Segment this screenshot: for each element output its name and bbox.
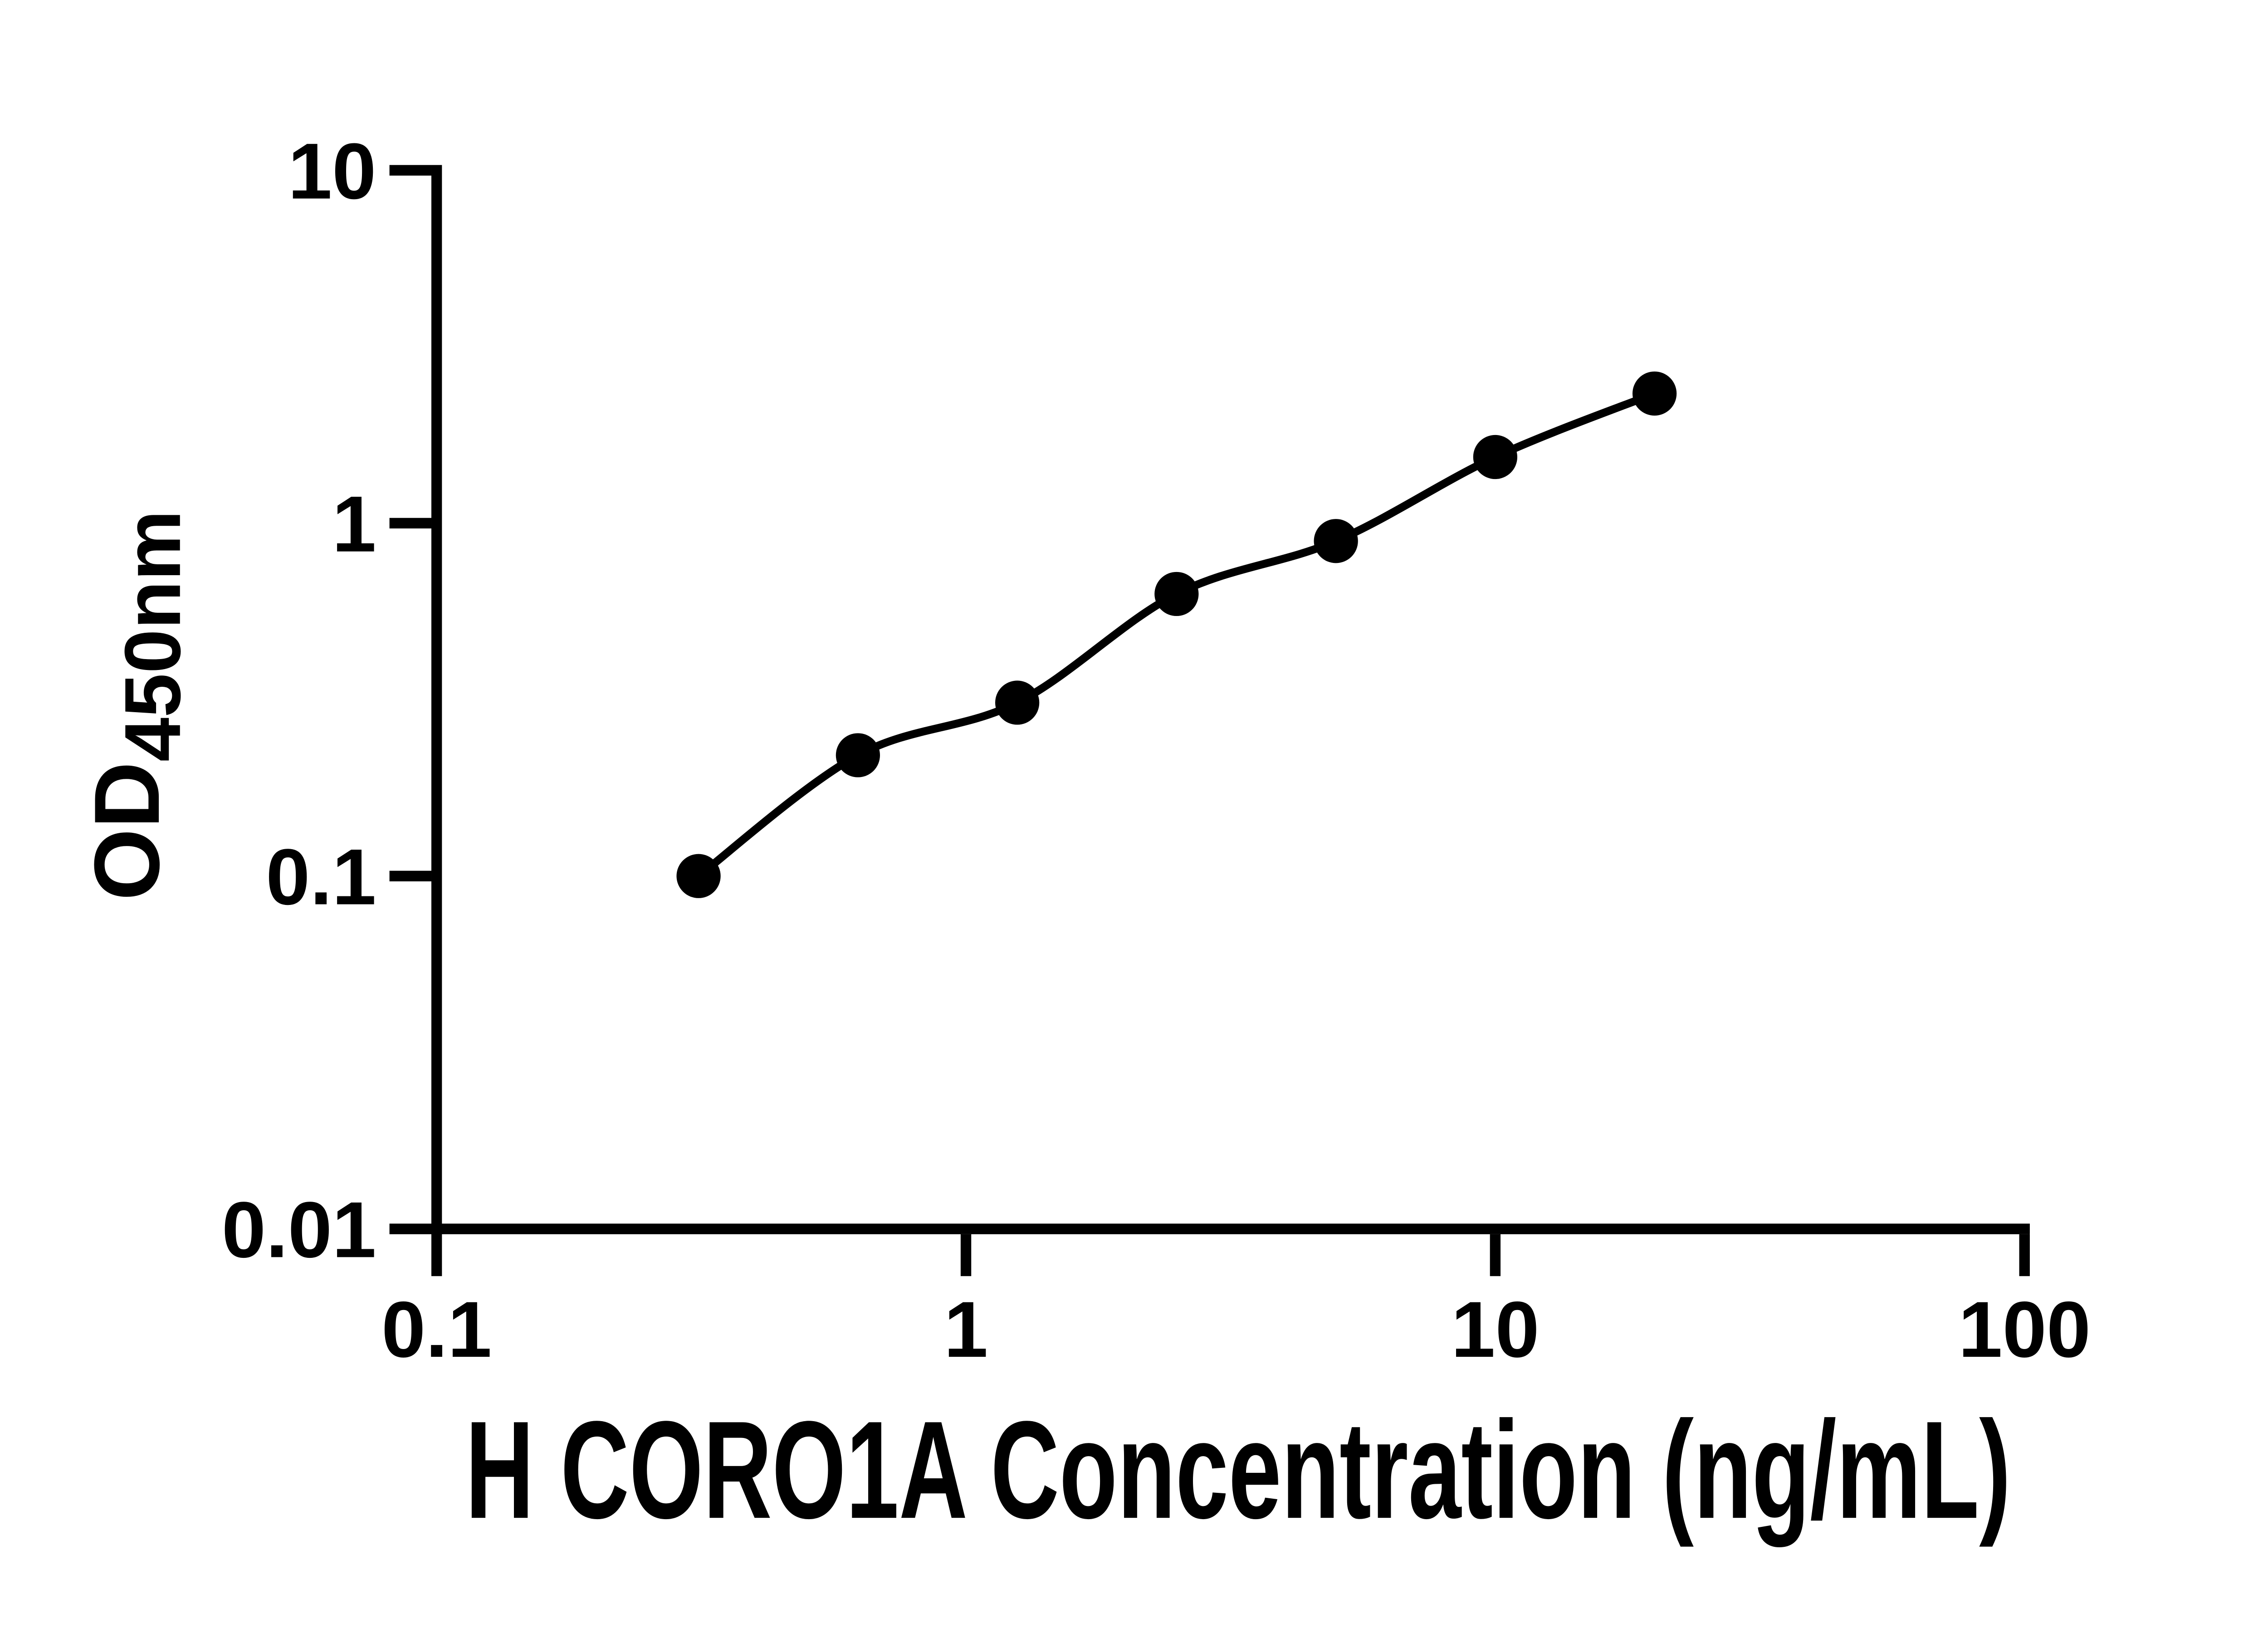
data-point-marker — [836, 733, 880, 777]
data-point-marker — [1154, 572, 1199, 616]
y-tick-label: 10 — [288, 127, 376, 216]
data-point-marker — [1473, 435, 1518, 479]
data-point-marker — [676, 854, 721, 898]
x-tick-label: 0.1 — [381, 1286, 492, 1374]
y-axis-title: OD450nm — [75, 510, 197, 901]
x-tick-label: 10 — [1451, 1286, 1540, 1374]
x-axis-title: H CORO1A Concentration (ng/mL) — [465, 1392, 2011, 1548]
data-point-marker — [1632, 371, 1677, 416]
y-tick-label: 0.1 — [266, 833, 376, 922]
data-point-marker — [995, 680, 1040, 725]
x-tick-label: 1 — [944, 1286, 988, 1374]
y-tick-label: 1 — [332, 480, 376, 569]
y-axis-title-main: OD — [75, 762, 179, 900]
data-point-marker — [1314, 519, 1358, 563]
y-tick-label: 0.01 — [222, 1186, 376, 1274]
y-axis-title-subscript: 450nm — [109, 510, 197, 762]
x-tick-label: 100 — [1958, 1286, 2091, 1374]
